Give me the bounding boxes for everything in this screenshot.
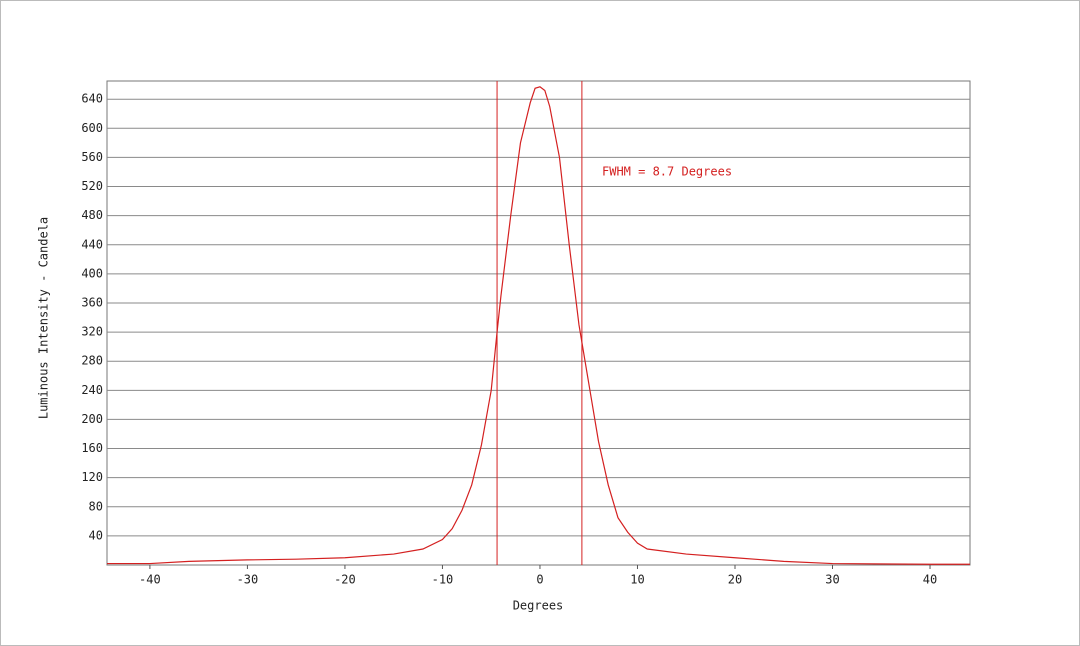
- data-line: [107, 86, 970, 565]
- y-tick-label: 160: [81, 441, 103, 455]
- y-tick-label: 360: [81, 295, 103, 309]
- y-tick-label: 640: [81, 92, 103, 106]
- x-tick-label: 20: [728, 573, 742, 587]
- y-tick-label: 200: [81, 412, 103, 426]
- y-tick-label: 280: [81, 354, 103, 368]
- x-axis-label: Degrees: [513, 599, 564, 613]
- y-tick-label: 520: [81, 179, 103, 193]
- x-tick-label: 30: [825, 573, 839, 587]
- y-tick-label: 120: [81, 470, 103, 484]
- x-tick-label: 40: [923, 573, 937, 587]
- y-tick-label: 40: [89, 528, 103, 542]
- y-tick-label: 320: [81, 325, 103, 339]
- y-tick-label: 240: [81, 383, 103, 397]
- y-tick-label: 600: [81, 121, 103, 135]
- y-tick-label: 480: [81, 208, 103, 222]
- y-axis-label: Luminous Intensity - Candela: [37, 217, 51, 419]
- x-tick-label: 10: [630, 573, 644, 587]
- x-tick-label: 0: [536, 573, 543, 587]
- x-tick-label: -40: [139, 573, 161, 587]
- annotation: FWHM = 8.7 Degrees: [602, 165, 732, 179]
- y-tick-label: 80: [89, 499, 103, 513]
- y-tick-label: 440: [81, 237, 103, 251]
- x-tick-label: -30: [237, 573, 259, 587]
- y-tick-label: 560: [81, 150, 103, 164]
- x-tick-label: -10: [432, 573, 454, 587]
- x-tick-label: -20: [334, 573, 356, 587]
- y-tick-label: 400: [81, 266, 103, 280]
- plot-area: [106, 80, 971, 566]
